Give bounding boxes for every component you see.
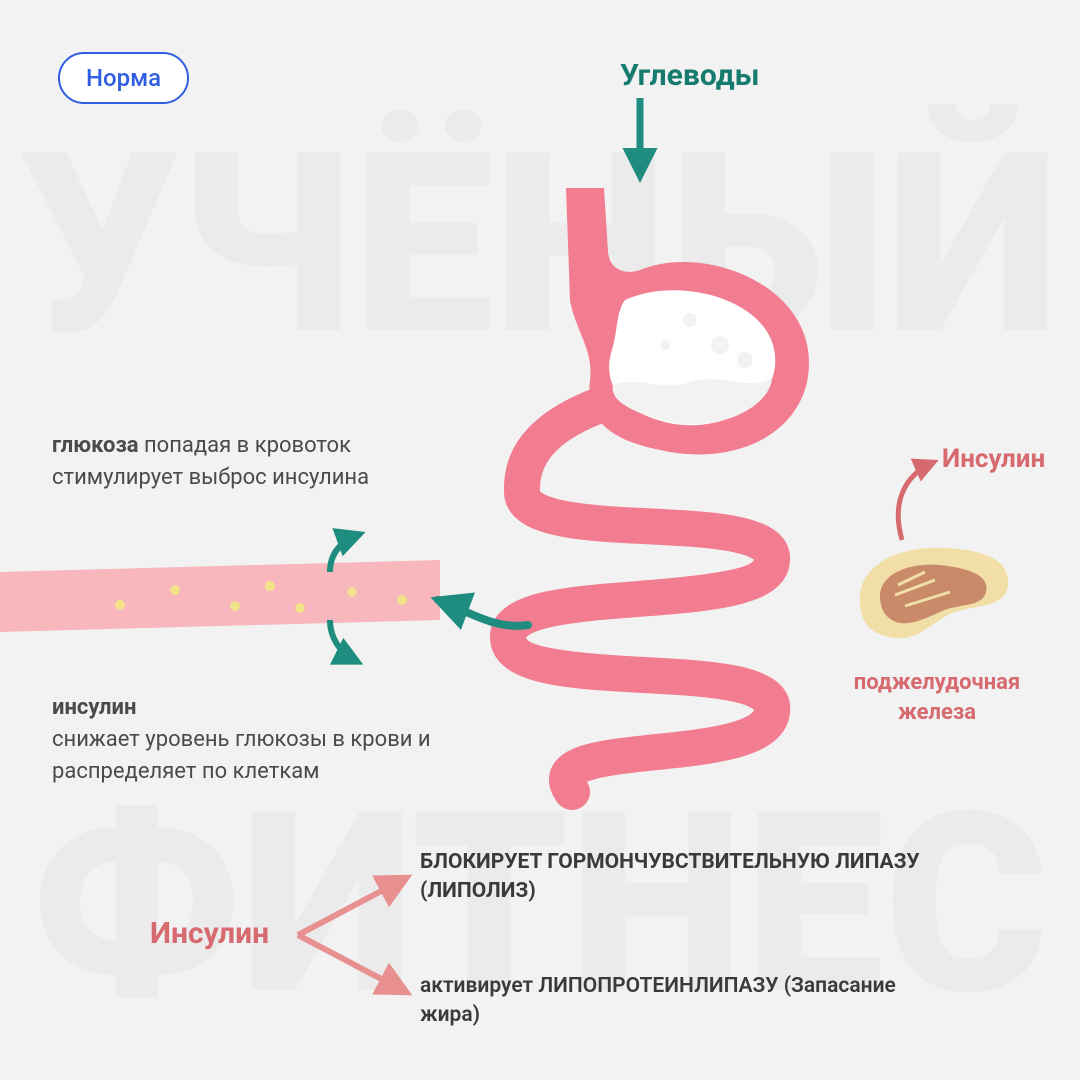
label-carbs: Углеводы bbox=[620, 58, 759, 93]
badge-normal: Норма bbox=[58, 52, 189, 104]
arrow-pancreas-insulin bbox=[898, 462, 934, 540]
effect-2: активирует ЛИПОПРОТЕИНЛИПАЗУ (Запасание … bbox=[420, 972, 960, 1031]
intestine bbox=[508, 405, 772, 792]
arrow-blood-down bbox=[330, 620, 358, 662]
para-insulin-rest: снижает уровень глюкозы в крови и распре… bbox=[52, 727, 431, 784]
para-glucose: глюкоза попадая в кровоток стимулирует в… bbox=[52, 430, 392, 494]
para-insulin-bold: инсулин bbox=[52, 695, 136, 720]
label-insulin-right: Инсулин bbox=[942, 444, 1045, 474]
arrow-insulin-effect1 bbox=[298, 878, 406, 935]
para-glucose-bold: глюкоза bbox=[52, 433, 139, 458]
effect-1: БЛОКИРУЕТ ГОРМОНЧУВСТВИТЕЛЬНУЮ ЛИПАЗУ (Л… bbox=[420, 848, 960, 907]
para-insulin-effect: инсулин снижает уровень глюкозы в крови … bbox=[52, 660, 442, 788]
blood-vessel bbox=[0, 560, 440, 632]
label-pancreas: поджелудочная железа bbox=[832, 668, 1042, 727]
label-insulin-bottom: Инсулин bbox=[150, 916, 269, 951]
badge-label: Норма bbox=[86, 64, 161, 92]
arrow-insulin-effect2 bbox=[298, 935, 406, 992]
pancreas bbox=[860, 548, 1008, 638]
stomach bbox=[566, 188, 809, 454]
